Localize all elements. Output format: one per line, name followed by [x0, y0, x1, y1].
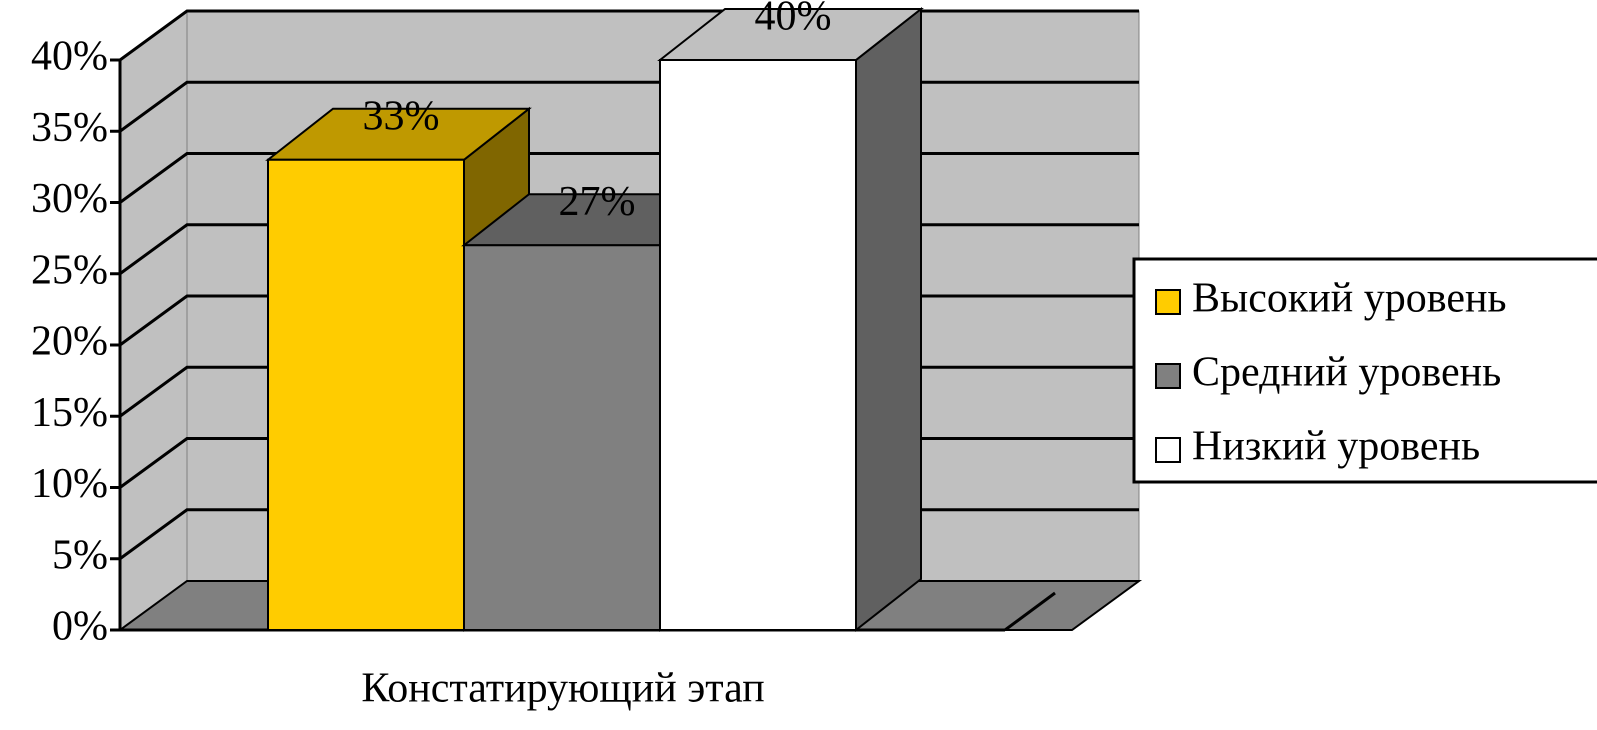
bar	[659, 59, 857, 631]
y-tick-label: 20%	[31, 319, 108, 365]
y-tick-label: 35%	[31, 105, 108, 151]
y-tick-label: 25%	[31, 247, 108, 293]
y-tick-label: 5%	[52, 532, 108, 578]
y-tick-label: 0%	[52, 604, 108, 650]
legend-swatch	[1155, 437, 1181, 463]
legend-label: Высокий уровень	[1192, 276, 1507, 322]
x-tick-label: Констатирующий этап	[361, 666, 764, 712]
y-tick-label: 30%	[31, 176, 108, 222]
y-tick-label: 10%	[31, 461, 108, 507]
legend-label: Низкий уровень	[1192, 424, 1480, 470]
y-tick-label: 15%	[31, 390, 108, 436]
legend	[1132, 257, 1597, 484]
legend-label: Средний уровень	[1192, 350, 1501, 396]
data-label: 40%	[755, 0, 832, 40]
x-axis-depth	[1004, 591, 1056, 632]
data-label: 27%	[559, 179, 636, 225]
bar	[463, 244, 661, 631]
legend-swatch	[1155, 289, 1181, 315]
bar	[267, 158, 465, 631]
data-label: 33%	[363, 93, 440, 139]
y-tick-label: 40%	[31, 34, 108, 80]
legend-swatch	[1155, 363, 1181, 389]
bar-side	[855, 6, 922, 633]
